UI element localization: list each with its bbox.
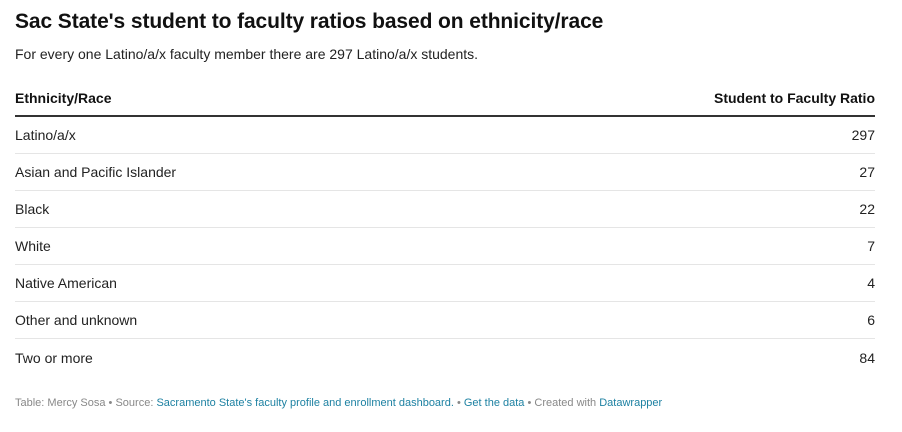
row-label: Latino/a/x bbox=[15, 127, 76, 143]
footer-source-link[interactable]: Sacramento State's faculty profile and e… bbox=[156, 397, 454, 409]
footer-separator: • bbox=[527, 397, 532, 409]
row-label: Other and unknown bbox=[15, 312, 138, 328]
table-body: Latino/a/x 297 Asian and Pacific Islander 2… bbox=[15, 117, 875, 376]
row-label: White bbox=[15, 238, 51, 254]
chart-subtitle: For every one Latino/a/x faculty member … bbox=[15, 46, 479, 62]
table-row: Native American 4 bbox=[15, 265, 875, 302]
datawrapper-link[interactable]: Datawrapper bbox=[599, 397, 663, 409]
table-row: Two or more 84 bbox=[15, 339, 875, 376]
table-row: Black 22 bbox=[15, 191, 875, 228]
get-the-data-link[interactable]: Get the data bbox=[463, 397, 525, 409]
row-value: 297 bbox=[851, 127, 875, 143]
row-value: 6 bbox=[867, 312, 875, 328]
footer-source-label: Source: bbox=[115, 397, 154, 409]
row-label: Two or more bbox=[15, 349, 93, 366]
table-row: White 7 bbox=[15, 228, 875, 265]
row-value: 84 bbox=[859, 349, 875, 366]
row-label: Native American bbox=[15, 275, 117, 291]
footer-credit: Table: Mercy Sosa bbox=[15, 397, 106, 409]
column-header-ethnicity[interactable]: Ethnicity/Race bbox=[15, 90, 112, 106]
table-header: Ethnicity/Race Student to Faculty Ratio bbox=[15, 83, 875, 117]
row-label: Asian and Pacific Islander bbox=[15, 164, 177, 180]
row-value: 27 bbox=[859, 164, 875, 180]
chart-footer: Table: Mercy Sosa • Source: Sacramento S… bbox=[15, 397, 662, 409]
footer-separator: • bbox=[108, 397, 113, 409]
ratio-table: Ethnicity/Race Student to Faculty Ratio … bbox=[15, 83, 875, 376]
footer-separator: • bbox=[456, 397, 461, 409]
chart-title: Sac State's student to faculty ratios ba… bbox=[15, 10, 604, 33]
row-value: 7 bbox=[867, 238, 875, 254]
column-header-ratio[interactable]: Student to Faculty Ratio bbox=[714, 90, 875, 106]
row-value: 4 bbox=[867, 275, 875, 291]
table-row: Asian and Pacific Islander 27 bbox=[15, 154, 875, 191]
table-row: Other and unknown 6 bbox=[15, 302, 875, 339]
table-row: Latino/a/x 297 bbox=[15, 117, 875, 154]
footer-created-with: Created with bbox=[534, 397, 597, 409]
row-label: Black bbox=[15, 201, 50, 217]
row-value: 22 bbox=[859, 201, 875, 217]
